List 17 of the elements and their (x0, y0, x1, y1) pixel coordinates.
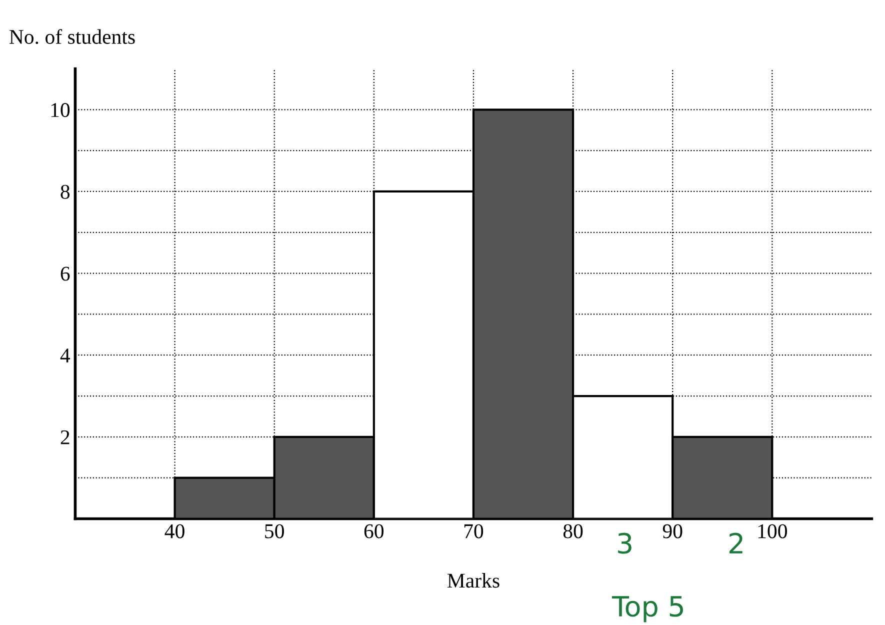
x-tick-label: 50 (265, 524, 284, 538)
x-tick-label: 100 (758, 524, 787, 538)
x-axis-title: Marks (447, 573, 500, 588)
text: 2 (730, 532, 742, 554)
y-tick-label: 4 (60, 348, 70, 362)
x-tick-label: 80 (563, 524, 583, 538)
x-tick-label: 60 (364, 524, 384, 538)
x-tick-label: 40 (164, 524, 184, 538)
y-tick-label: 10 (51, 103, 70, 118)
text: 3 (618, 532, 632, 554)
y-tick-label: 6 (60, 266, 70, 281)
x-tick-label: 70 (464, 524, 484, 538)
y-tick-label: 8 (60, 184, 70, 199)
y-axis-title: No. of students (9, 29, 135, 44)
x-tick-label: 90 (662, 524, 682, 538)
y-tick-label: 2 (60, 430, 70, 444)
text: Top 5 (612, 596, 683, 622)
